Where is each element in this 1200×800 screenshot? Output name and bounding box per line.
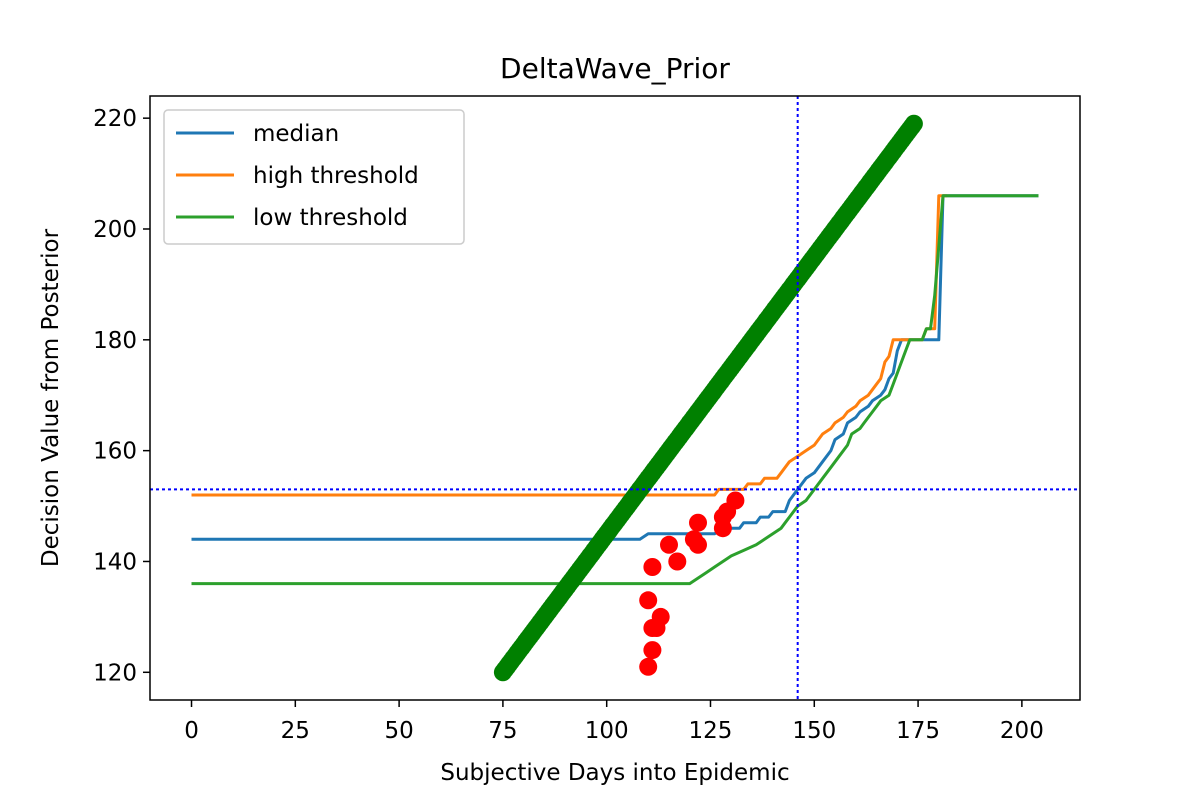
chart-title: DeltaWave_Prior [500,52,730,85]
x-tick-label: 100 [585,718,629,744]
x-tick-label: 0 [184,718,199,744]
x-tick-label: 25 [281,718,310,744]
scatter-point-red [726,491,745,510]
x-tick-label: 75 [488,718,517,744]
scatter-point-red [643,641,662,660]
y-tick-label: 220 [93,106,137,132]
scatter-point-red [643,558,662,576]
legend: median high threshold low threshold [163,109,465,245]
x-tick-label: 200 [1000,718,1044,744]
scatter-point-red [651,607,670,626]
y-axis-label: Decision Value from Posterior [38,228,64,567]
legend-box [163,109,465,245]
axes-frame [149,95,1081,701]
x-tick-label: 125 [689,718,733,744]
y-tick-label: 200 [93,217,137,243]
y-tick-label: 120 [93,660,137,686]
legend-label-median: median [253,121,339,147]
x-tick-label: 50 [384,718,413,744]
scatter-point-red [689,535,707,554]
legend-label-high-threshold: high threshold [253,163,419,189]
x-tick-label: 150 [792,718,836,744]
scatter-point-red [639,591,658,610]
y-tick-label: 160 [93,439,137,465]
series-line-high-threshold [191,194,948,497]
plot-area [150,96,1080,700]
y-tick-label: 140 [93,549,137,575]
scatter-point-red [639,657,658,676]
y-tick-label: 180 [93,328,137,354]
scatter-point-green [904,114,923,133]
series-line-median [191,194,1039,541]
scatter-point-red [660,535,678,554]
x-axis-label: Subjective Days into Epidemic [440,760,789,786]
scatter-point-red [668,552,687,571]
series-line-low-threshold [191,194,1039,586]
axis-ticks: 0 25 50 75 100 125 150 175 200 120 140 160 180 200 220 [93,106,1044,744]
x-tick-label: 175 [896,718,940,744]
legend-label-low-threshold: low threshold [253,205,408,231]
scatter-point-red [689,513,707,532]
